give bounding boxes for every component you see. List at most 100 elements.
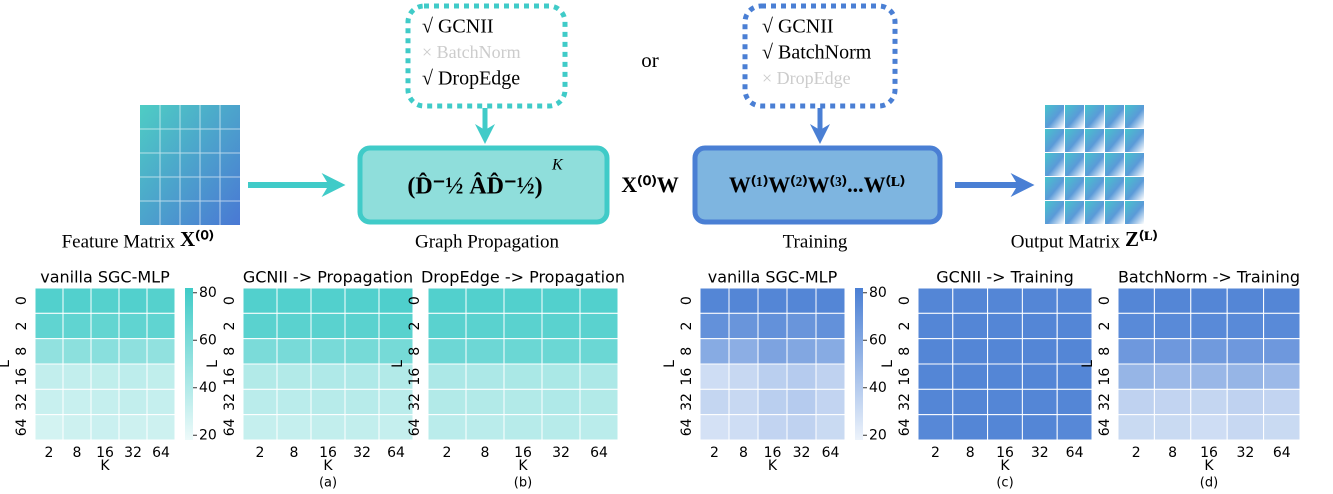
heatmap-cell: [345, 415, 379, 440]
heatmap-cell: [1022, 364, 1057, 389]
output-cell: [1065, 201, 1084, 224]
heatmap-cell: [91, 288, 119, 313]
y-axis-label: L: [1080, 360, 1096, 368]
heatmap-chart: BatchNorm -> Training028163264L28163264K…: [1080, 268, 1300, 491]
option: √ GCNII: [762, 16, 834, 38]
heatmap-cell: [428, 313, 466, 338]
heatmap-cell: [119, 313, 147, 338]
caption: (c): [996, 476, 1013, 491]
between-label: X⁽⁰⁾W: [621, 172, 679, 197]
heatmap-cell: [1057, 415, 1092, 440]
heatmap-cell: [758, 364, 787, 389]
heatmap-cell: [1191, 313, 1227, 338]
x-tick-label: 8: [966, 445, 975, 461]
heatmap-cell: [35, 415, 63, 440]
x-tick-label: 32: [793, 445, 811, 461]
y-tick-label: 64: [897, 418, 913, 436]
heatmap-cell: [1154, 364, 1190, 389]
output-cell: [1085, 201, 1104, 224]
heatmap-cell: [311, 313, 345, 338]
option: √ BatchNorm: [762, 42, 872, 64]
heatmap-cell: [758, 415, 787, 440]
y-axis-label: L: [662, 360, 678, 368]
heatmap-cell: [729, 364, 758, 389]
x-tick-label: 8: [73, 445, 82, 461]
heatmap-cell: [758, 389, 787, 414]
heatmap-cell: [1118, 389, 1154, 414]
heatmap-chart: vanilla SGC-MLP028163264L28163264K204060…: [0, 268, 217, 475]
heatmap-cell: [816, 313, 845, 338]
y-tick-label: 32: [407, 393, 423, 411]
y-tick-label: 64: [1097, 418, 1113, 436]
x-tick-label: 64: [1066, 445, 1084, 461]
heatmap-cell: [729, 389, 758, 414]
heatmap-cell: [147, 288, 175, 313]
heatmap-cell: [1118, 415, 1154, 440]
option: √ GCNII: [422, 16, 494, 38]
heatmap-cell: [816, 288, 845, 313]
x-tick-label: 8: [290, 445, 299, 461]
heatmap-cell: [504, 389, 542, 414]
y-tick-label: 2: [897, 322, 913, 331]
y-axis-label: L: [880, 360, 896, 368]
heatmap-cell: [953, 339, 988, 364]
heatmap-cell: [35, 364, 63, 389]
output-cell: [1065, 153, 1084, 176]
heatmap-cell: [91, 389, 119, 414]
y-tick-label: 8: [222, 347, 238, 356]
heatmap-cell: [466, 389, 504, 414]
x-tick-label: 2: [45, 445, 54, 461]
caption: (b): [514, 476, 532, 491]
heatmap-cell: [91, 339, 119, 364]
heatmap-cell: [700, 313, 729, 338]
colorbar-tick-label: 80: [199, 285, 217, 301]
heatmap-cell: [277, 313, 311, 338]
heatmap-cell: [277, 339, 311, 364]
output-cell: [1085, 105, 1104, 128]
heatmap-cell: [428, 288, 466, 313]
heatmap-chart: GCNII -> Propagation028163264L28163264K(…: [205, 268, 413, 491]
heatmap-cell: [1118, 339, 1154, 364]
heatmap-cell: [787, 364, 816, 389]
heatmap-cell: [918, 313, 953, 338]
y-tick-label: 32: [1097, 393, 1113, 411]
x-axis-label: K: [518, 458, 528, 474]
heatmap-cell: [1057, 313, 1092, 338]
heatmap-cell: [729, 313, 758, 338]
heatmap-cell: [700, 415, 729, 440]
heatmap-cell: [1227, 339, 1263, 364]
heatmap-cell: [1118, 364, 1154, 389]
heatmap-cell: [953, 288, 988, 313]
heatmap-cell: [988, 389, 1023, 414]
heatmap-cell: [1022, 288, 1057, 313]
diagram: Feature Matrix X⁽⁰⁾ √ GCNII × BatchNorm …: [62, 6, 1158, 252]
output-cell: [1085, 129, 1104, 152]
heatmap-cell: [988, 288, 1023, 313]
chart-title: vanilla SGC-MLP: [708, 268, 838, 287]
output-label: Output Matrix: [1011, 231, 1121, 252]
colorbar: [185, 288, 193, 440]
heatmap-cell: [1264, 389, 1300, 414]
y-tick-label: 16: [679, 368, 695, 386]
heatmap-cell: [542, 288, 580, 313]
heatmap-cell: [35, 339, 63, 364]
heatmap-cell: [1057, 288, 1092, 313]
feature-symbol: X⁽⁰⁾: [180, 227, 214, 251]
output-matrix: [1045, 105, 1144, 224]
heatmap-cell: [542, 364, 580, 389]
chart-title: vanilla SGC-MLP: [40, 268, 170, 287]
heatmap-cell: [787, 339, 816, 364]
y-tick-label: 0: [407, 296, 423, 305]
y-tick-label: 2: [222, 322, 238, 331]
y-tick-label: 16: [407, 368, 423, 386]
y-tick-label: 8: [679, 347, 695, 356]
output-symbol: Z⁽ᴸ⁾: [1125, 227, 1158, 251]
heatmap-cell: [345, 364, 379, 389]
heatmap-cell: [504, 288, 542, 313]
heatmap-cell: [787, 288, 816, 313]
heatmap-cell: [345, 389, 379, 414]
heatmap-cell: [63, 389, 91, 414]
propagation-label: Graph Propagation: [415, 231, 560, 252]
y-tick-label: 0: [222, 296, 238, 305]
colorbar-tick-label: 60: [869, 332, 887, 348]
